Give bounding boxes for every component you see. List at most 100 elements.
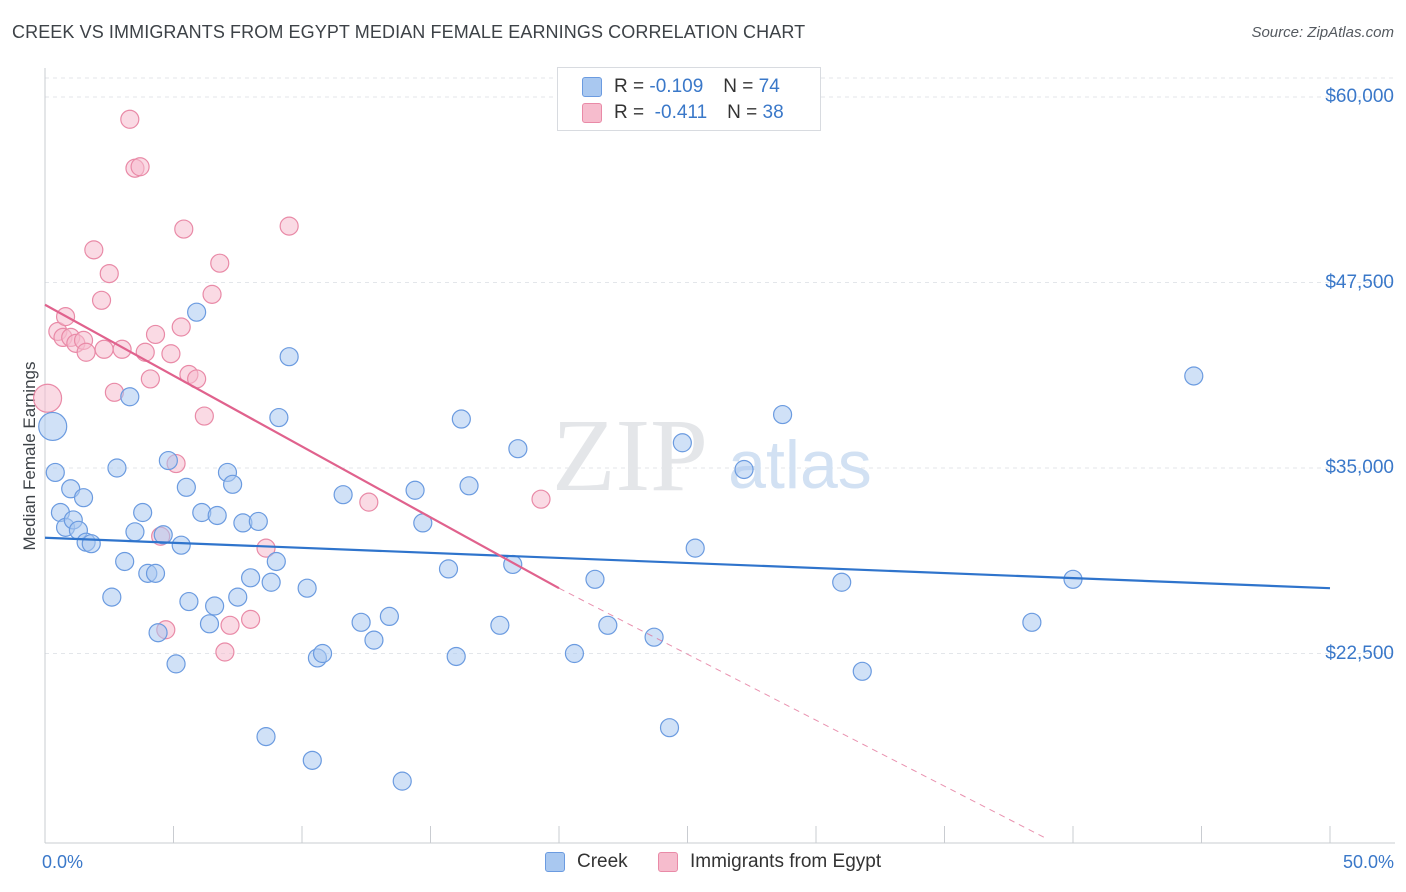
legend-n-value: 74 — [758, 76, 780, 97]
creek-point — [508, 439, 528, 459]
creek-point — [205, 596, 225, 616]
legend-row-creek: R = -0.109 N = 74 — [582, 75, 780, 99]
creek-point — [256, 727, 276, 747]
creek-point — [598, 615, 618, 635]
creek-point — [672, 433, 692, 453]
egypt-point — [174, 219, 194, 239]
creek-point — [145, 563, 166, 583]
egypt-point — [279, 216, 299, 236]
creek-point — [564, 643, 585, 664]
creek-point — [148, 623, 168, 643]
creek-point — [269, 407, 289, 428]
creek-point — [107, 458, 127, 478]
creek-point — [392, 771, 412, 791]
legend-r-label: R = — [614, 102, 645, 123]
creek-point — [266, 551, 286, 572]
egypt-point — [531, 489, 551, 509]
egypt-point — [84, 240, 104, 260]
creek-point — [248, 511, 268, 532]
egypt-point — [94, 339, 114, 359]
legend-r-value: -0.411 — [654, 102, 708, 123]
creek-point — [351, 612, 371, 632]
egypt-point — [99, 263, 119, 284]
creek-point — [228, 587, 248, 607]
creek-point — [261, 572, 281, 592]
egypt-point — [32, 383, 63, 413]
egypt-point — [145, 324, 166, 345]
creek-point — [685, 538, 705, 558]
egypt-point — [202, 284, 222, 304]
creek-point — [364, 630, 384, 650]
creek-point — [125, 522, 145, 542]
creek-points — [38, 302, 1204, 791]
axes — [44, 68, 1395, 844]
creek-point — [207, 505, 227, 526]
creek-point — [45, 462, 65, 483]
egypt-point — [140, 369, 160, 389]
source-label: Source: ZipAtlas.com — [1251, 24, 1394, 41]
legend-n-label: N = — [723, 76, 754, 97]
creek-point — [120, 387, 140, 407]
creek-point — [153, 525, 173, 545]
legend-label-creek: Creek — [577, 851, 628, 872]
egypt-trend-extension — [558, 587, 1048, 840]
creek-point — [279, 347, 299, 367]
creek-point — [158, 450, 178, 471]
creek-point — [241, 568, 261, 588]
y-tick-label: $60,000 — [1325, 86, 1394, 107]
creek-point — [171, 535, 191, 555]
x-tick-label-max: 50.0% — [1342, 852, 1394, 872]
creek-point — [659, 718, 680, 738]
egypt-point — [210, 253, 230, 273]
creek-point — [73, 488, 94, 508]
egypt-point — [76, 342, 96, 362]
correlation-legend: R = -0.109 N = 74 R = -0.411 N = 38 — [557, 67, 821, 131]
creek-point — [302, 750, 322, 770]
y-tick-label: $22,500 — [1325, 642, 1394, 664]
creek-point — [102, 587, 122, 607]
creek-point — [459, 476, 479, 496]
creek-point — [490, 615, 510, 635]
egypt-point — [135, 342, 155, 362]
legend-row-egypt: R = -0.411 N = 38 — [582, 101, 784, 125]
creek-point — [379, 606, 399, 627]
egypt-point — [256, 538, 276, 558]
creek-point — [81, 534, 101, 554]
creek-point — [832, 572, 852, 592]
y-tick-label: $47,500 — [1325, 271, 1394, 293]
legend-n-value: 38 — [762, 102, 784, 123]
creek-point — [199, 614, 220, 634]
egypt-point — [130, 157, 150, 177]
creek-point — [333, 485, 353, 505]
creek-point — [405, 480, 425, 500]
watermark: ZIP atlas — [552, 398, 872, 513]
creek-point — [176, 477, 196, 497]
legend-swatch-egypt — [658, 852, 678, 872]
y-tick-label: $35,000 — [1325, 457, 1394, 478]
egypt-point — [120, 109, 140, 129]
creek-point — [772, 404, 793, 425]
trend-lines — [44, 303, 1331, 840]
creek-point — [312, 643, 333, 664]
chart-title: CREEK VS IMMIGRANTS FROM EGYPT MEDIAN FE… — [12, 22, 806, 42]
egypt-point — [359, 492, 379, 512]
creek-point — [585, 569, 605, 589]
legend-r-label: R = — [614, 76, 645, 97]
creek-point — [734, 459, 754, 480]
egypt-point — [220, 615, 240, 635]
creek-point — [223, 474, 243, 494]
creek-trend-line — [44, 536, 1331, 590]
legend-swatch-creek — [582, 77, 602, 97]
creek-point — [166, 654, 186, 674]
watermark-zip: ZIP — [552, 398, 708, 513]
egypt-point — [161, 344, 181, 364]
creek-point — [297, 578, 317, 598]
creek-point — [38, 411, 68, 442]
legend-swatch-creek — [545, 852, 565, 872]
creek-point — [1184, 366, 1204, 386]
bottom-legend-egypt: Immigrants from Egypt — [658, 851, 881, 873]
creek-point — [644, 627, 664, 647]
creek-point — [133, 502, 153, 523]
creek-point — [187, 302, 207, 322]
